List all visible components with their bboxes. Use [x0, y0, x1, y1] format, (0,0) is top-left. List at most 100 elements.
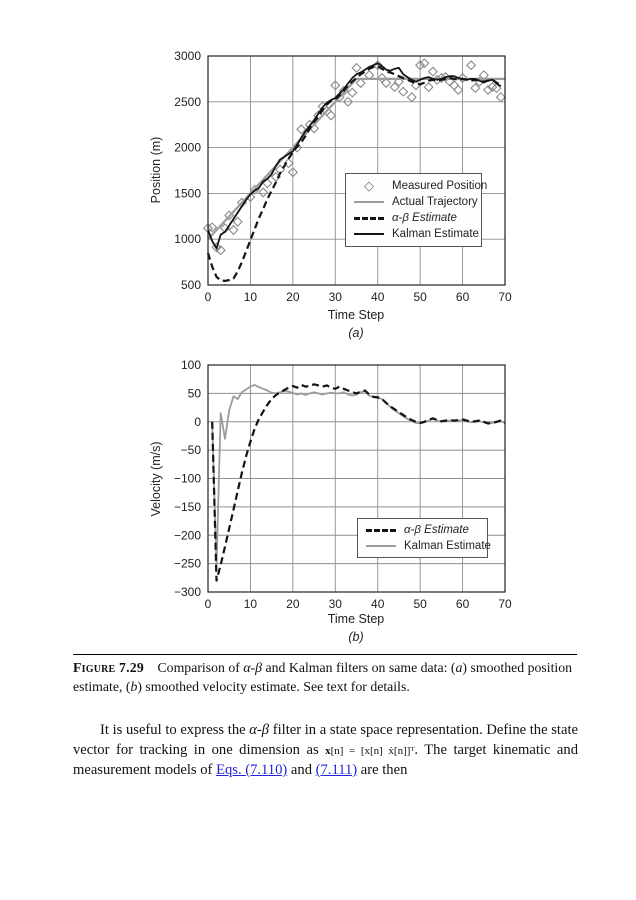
x-axis-label-time-step-b: Time Step: [328, 612, 385, 626]
caption-text: ) smoothed position estimate, (: [73, 660, 573, 694]
y-tick-label: −100: [174, 472, 201, 486]
x-tick-label: 0: [205, 290, 212, 304]
measured-point: [296, 124, 307, 135]
body-text: It is useful to express the: [100, 722, 250, 738]
measured-point: [258, 187, 269, 198]
x-tick-label: 20: [286, 597, 300, 611]
dashed-line-swatch-icon: [366, 528, 396, 532]
series-alpha-beta: [211, 383, 506, 582]
y-tick-label: −200: [174, 528, 201, 542]
caption-rule: [73, 654, 577, 655]
measured-point: [415, 60, 426, 71]
measured-point: [355, 77, 366, 89]
legend-velocity-chart: α-β Estimate Kalman Estimate: [357, 518, 491, 558]
measured-point: [495, 92, 506, 103]
x-tick-label: 0: [205, 597, 212, 611]
subplot-label-b: (b): [348, 630, 363, 644]
measured-point: [287, 167, 298, 178]
x-tick-label: 50: [413, 290, 427, 304]
y-tick-label: 3000: [174, 49, 201, 63]
measured-point: [423, 82, 434, 93]
measured-point: [427, 66, 438, 77]
gray-line-swatch-icon: [366, 545, 396, 547]
series-alpha-beta: [206, 65, 502, 282]
y-axis-label-position: Position (m): [149, 137, 163, 204]
x-tick-label: 10: [244, 290, 258, 304]
legend-item-actual-trajectory: Actual Trajectory: [346, 194, 481, 210]
caption-text: and Kalman filters on same data: (: [262, 660, 456, 675]
x-tick-label: 40: [371, 290, 385, 304]
caption-alpha-beta: α-β: [243, 660, 263, 675]
plot-border: [207, 364, 506, 593]
link-eq-7-111[interactable]: (7.111): [315, 762, 358, 778]
y-tick-label: −300: [174, 585, 201, 599]
legend-item-alpha-beta-estimate: α-β Estimate: [346, 210, 481, 226]
y-tick-label: 500: [181, 278, 201, 292]
caption-subref-a: a: [455, 660, 463, 675]
legend-position-chart: ◇ Measured Position Actual Trajectory α-…: [345, 173, 487, 247]
legend-label-alpha-beta-estimate: α-β Estimate: [392, 212, 457, 224]
measured-point: [211, 242, 222, 253]
measured-point: [351, 62, 362, 73]
measured-point: [453, 84, 464, 95]
measured-point: [393, 76, 404, 87]
legend-item-alpha-beta-estimate: α-β Estimate: [358, 522, 487, 538]
legend-label-kalman-estimate: Kalman Estimate: [404, 540, 491, 552]
x-axis-label-time-step-a: Time Step: [328, 308, 385, 322]
legend-label-measured-position: Measured Position: [392, 180, 488, 192]
body-alpha-beta: α-β: [249, 722, 270, 738]
y-tick-label: 100: [181, 358, 201, 372]
body-paragraph: It is useful to express the α-β filter i…: [73, 721, 578, 781]
measured-point: [330, 80, 341, 91]
measured-point: [215, 245, 226, 256]
measured-point: [283, 158, 294, 169]
subplot-label-a: (a): [348, 326, 363, 340]
x-tick-label: 40: [371, 597, 385, 611]
measured-point: [406, 92, 417, 103]
measured-point: [342, 96, 354, 107]
link-eq-7-110[interactable]: Eqs. (7.110): [216, 762, 288, 778]
measured-point: [398, 86, 409, 97]
velocity-chart: 0 10 20 30 40 50 60 70 −300 −250 −200 −150 −100 −50 0 5…: [149, 358, 512, 644]
y-tick-label: 1000: [174, 232, 201, 246]
legend-item-kalman-estimate: Kalman Estimate: [358, 538, 491, 554]
x-tick-label: 10: [244, 597, 258, 611]
measured-point: [347, 87, 358, 98]
measured-point: [207, 222, 218, 233]
legend-label-alpha-beta-estimate: α-β Estimate: [404, 524, 469, 536]
measured-point: [232, 216, 243, 227]
measured-point: [228, 224, 239, 236]
body-text: filter in a state space representation. …: [73, 722, 578, 758]
x-tick-label: 60: [456, 290, 470, 304]
y-tick-label: 1500: [174, 186, 201, 200]
x-tick-label: 70: [498, 290, 512, 304]
x-tick-label: 20: [286, 290, 300, 304]
legend-item-measured-position: ◇ Measured Position: [346, 178, 487, 194]
figure-caption-label: Figure 7.29: [73, 660, 145, 675]
equation-rest: [n] = [x[n] ẋ[n]]ᵀ: [330, 744, 415, 757]
plot-border: [207, 55, 506, 286]
y-tick-label: −50: [181, 443, 202, 457]
body-text: are then: [357, 762, 408, 778]
y-tick-label: −250: [174, 557, 201, 571]
legend-label-kalman-estimate: Kalman Estimate: [392, 228, 479, 240]
caption-text: ) smoothed velocity estimate. See text f…: [137, 678, 410, 694]
measured-point: [436, 72, 447, 84]
measured-point: [419, 58, 430, 69]
measured-point: [466, 60, 477, 71]
equation-bold-x: x: [325, 744, 331, 757]
series-kalman: [207, 62, 502, 250]
inline-equation-state-vector: x[n] = [x[n] ẋ[n]]ᵀ: [325, 745, 414, 757]
diamond-marker-icon: ◇: [364, 178, 374, 193]
plot-background: [208, 56, 505, 285]
x-tick-label: 60: [456, 597, 470, 611]
black-line-swatch-icon: [354, 233, 384, 235]
y-tick-label: 2500: [174, 95, 201, 109]
gray-line-swatch-icon: [354, 201, 384, 203]
measured-point: [491, 83, 502, 94]
measured-point: [325, 110, 337, 121]
dashed-line-swatch-icon: [354, 216, 384, 220]
measured-point: [381, 77, 392, 89]
measured-point: [389, 82, 400, 93]
